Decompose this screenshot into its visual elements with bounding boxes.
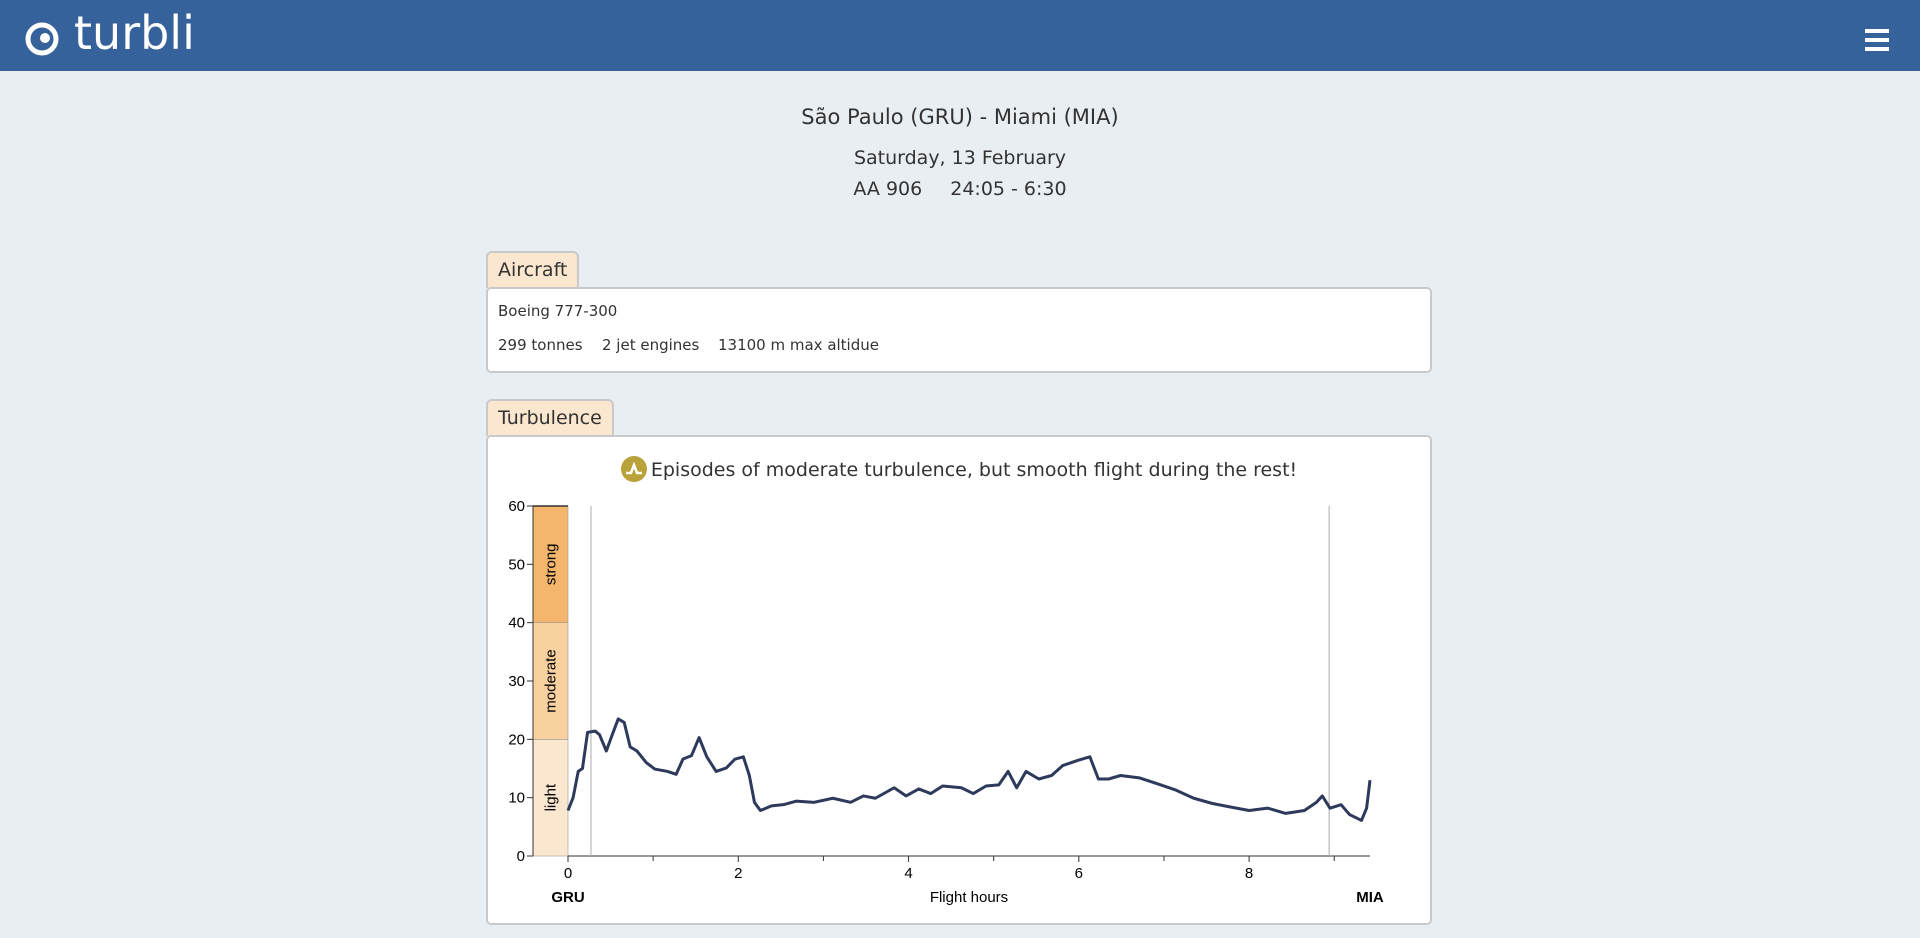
top-bar: turbli: [0, 0, 1920, 71]
flight-info: AA 906 24:05 - 6:30: [0, 178, 1920, 200]
aircraft-model: Boeing 777-300: [498, 302, 618, 320]
summary: Episodes of moderate turbulence, but smo…: [488, 456, 1430, 482]
date: Saturday, 13 February: [853, 147, 1067, 169]
aircraft-tab[interactable]: Aircraft: [486, 251, 580, 288]
aircraft-spec: 299 tonnes: [498, 336, 583, 354]
logo-icon: [25, 22, 59, 56]
turbulence-tab[interactable]: Turbulence: [486, 399, 614, 436]
turbulence-box: Episodes of moderate turbulence, but smo…: [486, 435, 1432, 925]
aircraft-box: Boeing 777-300 299 tonnes 2 jet engines …: [486, 287, 1432, 373]
flight-times: 24:05 - 6:30: [950, 178, 1067, 200]
menu-button[interactable]: [1865, 29, 1895, 55]
summary-text: Episodes of moderate turbulence, but smo…: [650, 459, 1298, 481]
summary-icon: [620, 456, 647, 482]
route: São Paulo (GRU) - Miami (MIA): [801, 105, 1119, 129]
brand[interactable]: turbli: [74, 6, 195, 60]
aircraft-spec: 2 jet engines: [602, 336, 700, 354]
aircraft-spec: 13100 m max altidue: [718, 336, 879, 354]
flight-number: AA 906: [853, 178, 923, 200]
